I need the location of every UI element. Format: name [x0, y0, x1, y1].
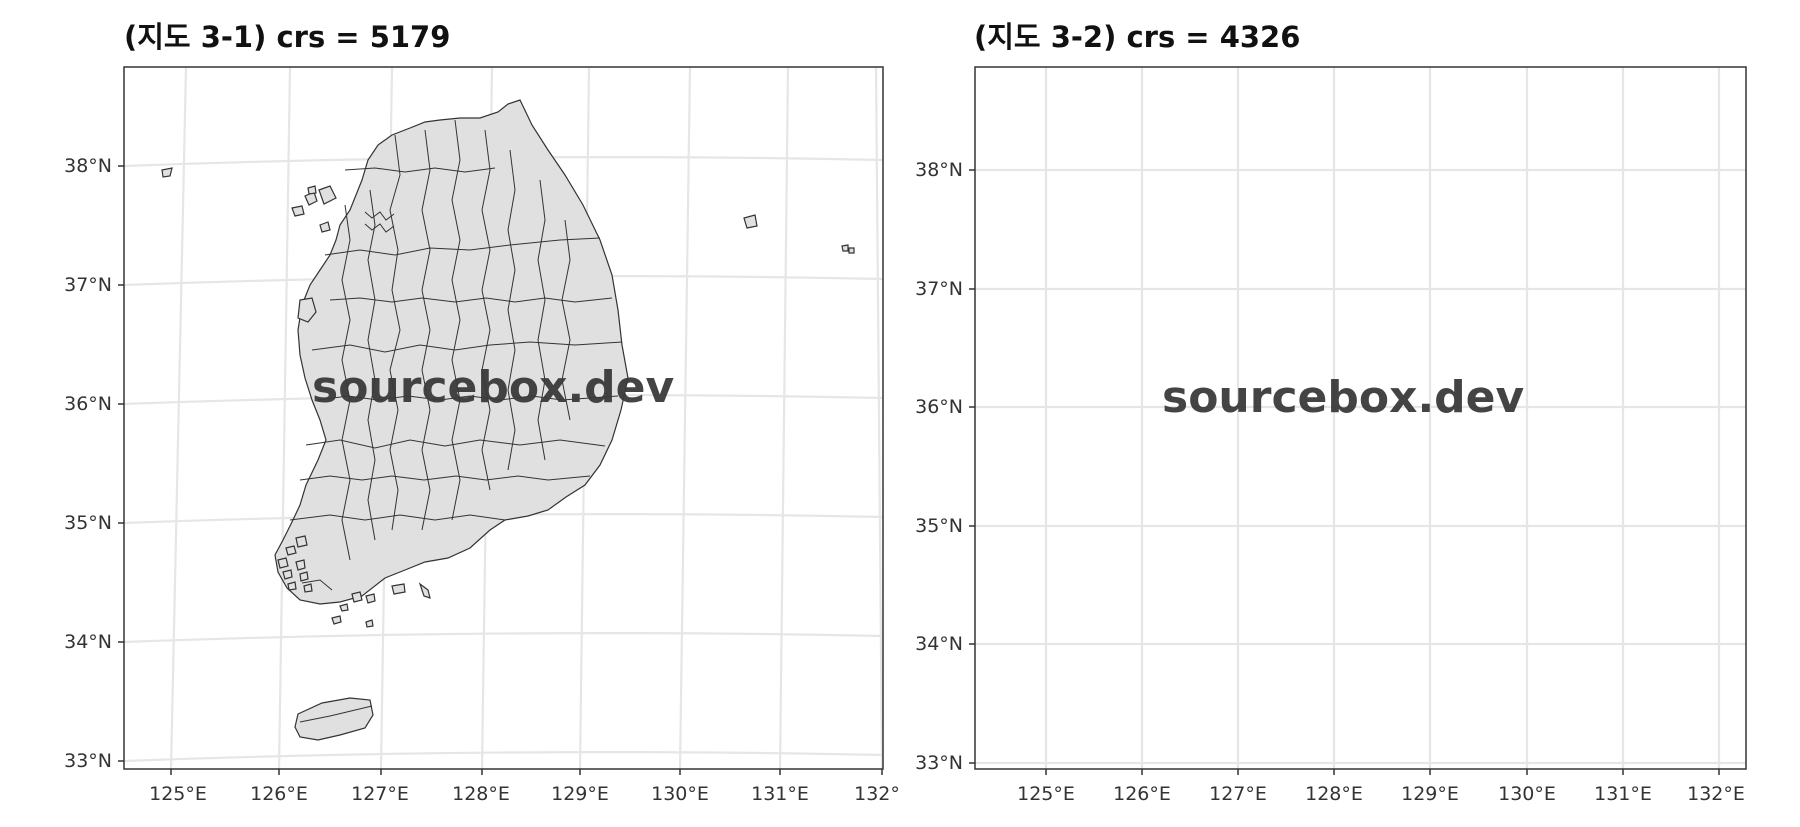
panel-2-graticule [975, 67, 1746, 769]
panel-2-lon-label-128: 128°E [1305, 783, 1363, 805]
panel-2-lon-tick-marks [1045, 769, 1720, 775]
panel-2-lon-label-127: 127°E [1209, 783, 1267, 805]
panel-1-lat-label-33: 33°N [64, 750, 112, 772]
panel-2-lat-label-35: 35°N [915, 515, 963, 537]
panel-2-lat-tick-marks [969, 169, 975, 764]
panel-2-lat-label-36: 36°N [915, 396, 963, 418]
panel-2-lon-label-129: 129°E [1401, 783, 1459, 805]
gridline-lon-132 [874, 67, 883, 769]
gridline-lon-126 [277, 67, 292, 769]
gridline-lat-33 [124, 750, 883, 763]
watermark-2: sourcebox.dev [1162, 372, 1525, 423]
gridline-lon-130 [678, 67, 692, 769]
panel-2-lat-label-37: 37°N [915, 278, 963, 300]
panel-2-frame [974, 66, 1747, 770]
panel-1-title: (지도 3-1) crs = 5179 [124, 20, 451, 54]
panel-2-lon-label-130: 130°E [1498, 783, 1556, 805]
watermark-1: sourcebox.dev [312, 362, 675, 413]
panel-1-lat-label-36: 36°N [64, 393, 112, 415]
panel-2-title: (지도 3-2) crs = 4326 [974, 20, 1301, 54]
panel-2-lon-label-126: 126°E [1113, 783, 1171, 805]
gridline-lon-131 [778, 67, 790, 769]
panel-2-lat-label-34: 34°N [915, 633, 963, 655]
panel-1-lon-label-128: 128°E [452, 783, 510, 805]
panel-2-lat-label-33: 33°N [915, 752, 963, 774]
panel-2-plot-area [975, 67, 1746, 769]
panel-2: 38°N 37°N 36°N 35°N 34°N 33°N 125°E 126°… [915, 66, 1747, 805]
panel-1-lon-label-132-clip: 132°E [854, 783, 912, 805]
panel-1-lon-label-130: 130°E [651, 783, 709, 805]
panel-1-lat-label-34: 34°N [64, 631, 112, 653]
panel-2-lon-label-131: 131°E [1594, 783, 1652, 805]
panel-1-lon-label-125: 125°E [149, 783, 207, 805]
panel-1-lon-tick-marks [170, 769, 883, 775]
panel-1-lon-label-132: 132°E [854, 783, 912, 805]
panel-1-lat-tick-marks [118, 165, 124, 762]
panel-1-lon-label-126: 126°E [250, 783, 308, 805]
panel-1: 38°N 37°N 36°N 35°N 34°N 33°N 125°E 126°… [64, 66, 912, 805]
panel-1-lon-label-131: 131°E [751, 783, 809, 805]
panel-2-lat-label-38: 38°N [915, 159, 963, 181]
panel-1-lon-label-129: 129°E [551, 783, 609, 805]
panel-2-lon-label-132: 132°E [1687, 783, 1745, 805]
gridline-lat-34 [124, 631, 883, 644]
gridline-lon-125 [169, 67, 188, 769]
panel-1-lon-label-127: 127°E [351, 783, 409, 805]
panel-1-lat-label-37: 37°N [64, 274, 112, 296]
panel-1-lat-label-35: 35°N [64, 512, 112, 534]
panel-2-lon-label-125: 125°E [1017, 783, 1075, 805]
panel-1-lat-label-38: 38°N [64, 155, 112, 177]
panel-1-frame [123, 66, 884, 770]
